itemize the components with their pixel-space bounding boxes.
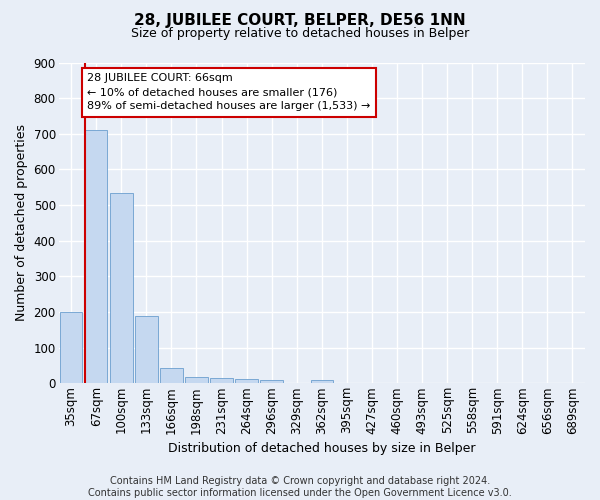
Bar — [260, 380, 283, 384]
X-axis label: Distribution of detached houses by size in Belper: Distribution of detached houses by size … — [168, 442, 476, 455]
Text: Size of property relative to detached houses in Belper: Size of property relative to detached ho… — [131, 28, 469, 40]
Bar — [185, 377, 208, 384]
Bar — [311, 380, 333, 384]
Bar — [210, 378, 233, 384]
Bar — [85, 130, 107, 384]
Bar — [60, 312, 82, 384]
Text: Contains HM Land Registry data © Crown copyright and database right 2024.
Contai: Contains HM Land Registry data © Crown c… — [88, 476, 512, 498]
Text: 28 JUBILEE COURT: 66sqm
← 10% of detached houses are smaller (176)
89% of semi-d: 28 JUBILEE COURT: 66sqm ← 10% of detache… — [88, 73, 371, 111]
Bar — [160, 368, 182, 384]
Text: 28, JUBILEE COURT, BELPER, DE56 1NN: 28, JUBILEE COURT, BELPER, DE56 1NN — [134, 12, 466, 28]
Y-axis label: Number of detached properties: Number of detached properties — [15, 124, 28, 322]
Bar — [235, 378, 258, 384]
Bar — [135, 316, 158, 384]
Bar — [110, 192, 133, 384]
